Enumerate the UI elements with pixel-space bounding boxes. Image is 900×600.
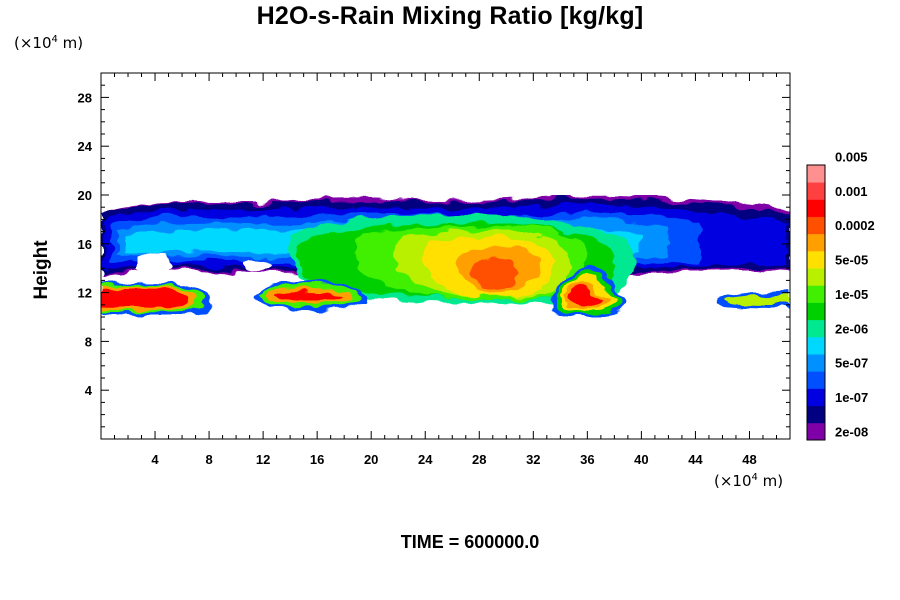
chart-title: H2O-s-Rain Mixing Ratio [kg/kg] [256, 2, 644, 30]
time-label: TIME = 600000.0 [400, 532, 540, 552]
colorbar-label: 0.005 [835, 149, 868, 164]
x-tick-label: 16 [310, 452, 324, 467]
colorbar-label: 0.0002 [835, 218, 875, 233]
colorbar-label: 2e-06 [835, 321, 868, 336]
x-tick-label: 12 [256, 452, 270, 467]
colorbar-swatch [807, 354, 825, 372]
region-far-right-patch-inner [726, 294, 790, 304]
y-tick-label: 28 [78, 90, 92, 105]
y-axis-label: Height [31, 240, 52, 300]
x-tick-label: 24 [418, 452, 433, 467]
colorbar-swatch [807, 319, 825, 338]
x-unit-prefix: (×10 [714, 472, 752, 490]
colorbar-label: 2e-08 [835, 424, 868, 439]
colorbar-frame [806, 164, 826, 441]
y-tick-label: 20 [78, 188, 92, 203]
y-tick-label: 12 [78, 286, 92, 301]
colorbar-swatch [807, 371, 825, 389]
colorbar-swatch [807, 250, 825, 269]
x-tick-label: 48 [742, 452, 756, 467]
x-axis-unit: (×104 m) [714, 472, 783, 490]
colorbar: 2e-08 1e-07 5e-07 2e-06 1e-05 5e-05 0.0002 0.00… [806, 149, 875, 441]
x-tick-label: 40 [634, 452, 648, 467]
y-unit-suffix: m) [57, 34, 84, 52]
x-tick-label: 28 [472, 452, 486, 467]
colorbar-swatch [807, 182, 825, 200]
colorbar-swatch [807, 388, 825, 407]
x-tick-label: 4 [151, 452, 159, 467]
colorbar-swatch [807, 268, 825, 286]
colorbar-swatch [807, 405, 825, 424]
colorbar-swatch [807, 302, 825, 321]
region-core-red-orange [471, 258, 517, 291]
y-unit-exponent: 4 [51, 34, 58, 45]
x-tick-label: 8 [205, 452, 212, 467]
x-tick-label: 36 [580, 452, 594, 467]
colorbar-swatch [807, 216, 825, 235]
colorbar-swatch [807, 336, 825, 355]
colorbar-label: 1e-07 [835, 390, 868, 405]
y-tick-label: 16 [78, 237, 92, 252]
cloud-gap-left [138, 251, 173, 273]
colorbar-label: 5e-05 [835, 253, 868, 268]
colorbar-swatch [807, 422, 825, 441]
y-tick-label: 24 [78, 139, 93, 154]
x-tick-label: 20 [364, 452, 378, 467]
y-tick-label: 4 [85, 383, 93, 398]
y-axis-unit: (×104 m) [14, 34, 83, 52]
colorbar-swatch [807, 199, 825, 217]
cloud-gap-mid [245, 258, 272, 273]
x-tick-label: 32 [526, 452, 540, 467]
colorbar-swatch [807, 233, 825, 252]
region-right-band-red [568, 285, 602, 306]
region-midleft-band-red [273, 290, 340, 301]
x-unit-suffix: m) [757, 472, 784, 490]
colorbar-swatch [807, 285, 825, 303]
x-unit-exponent: 4 [751, 472, 758, 483]
colorbar-label: 0.001 [835, 184, 868, 199]
colorbar-label: 1e-05 [835, 287, 868, 302]
y-unit-prefix: (×10 [14, 34, 52, 52]
colorbar-label: 5e-07 [835, 356, 868, 371]
region-left-band-red [101, 288, 187, 307]
colorbar-swatch [807, 165, 825, 183]
y-tick-label: 8 [85, 334, 92, 349]
mixing-ratio-field [101, 195, 790, 318]
x-tick-label: 44 [688, 452, 703, 467]
